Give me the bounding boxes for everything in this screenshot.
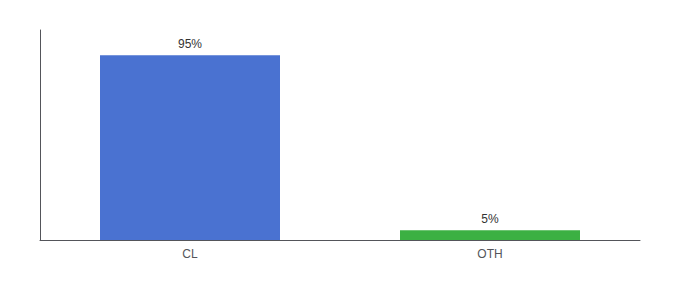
svg-text:OTH: OTH	[477, 247, 502, 261]
svg-text:CL: CL	[182, 247, 198, 261]
svg-text:95%: 95%	[178, 37, 202, 51]
svg-text:5%: 5%	[481, 212, 499, 226]
